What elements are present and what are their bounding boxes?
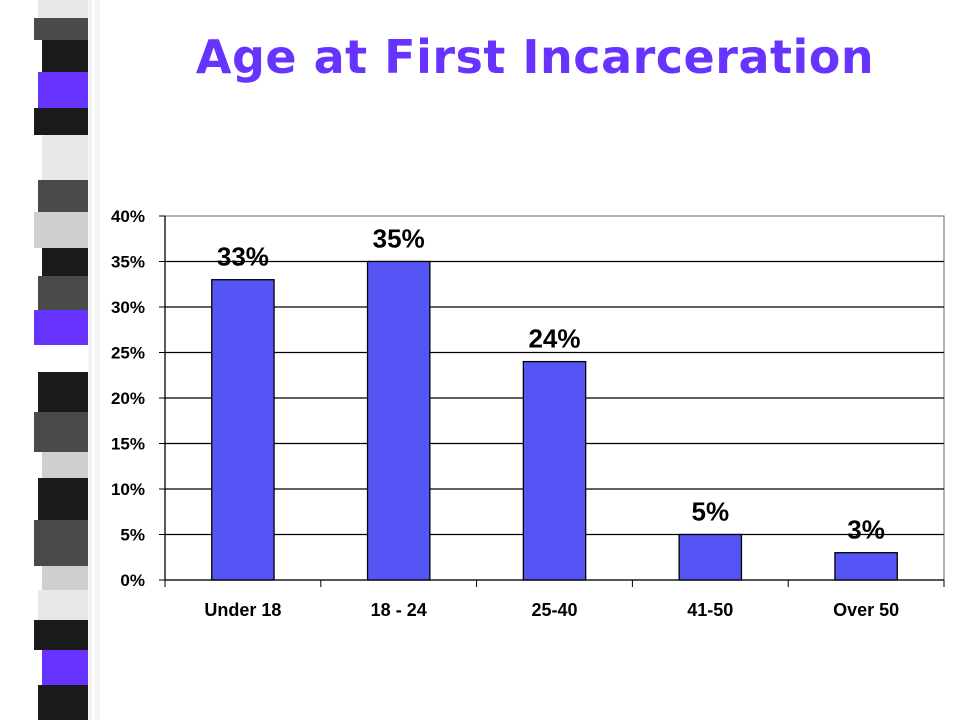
bar: [366, 260, 431, 581]
strip-band: [34, 108, 90, 135]
y-tick-label: 25%: [111, 344, 145, 363]
bar: [678, 533, 743, 581]
slide-title: Age at First Incarceration: [195, 30, 875, 84]
x-tick-label: Under 18: [204, 600, 281, 620]
strip-band: [34, 620, 90, 650]
strip-band: [42, 40, 90, 72]
strip-band: [38, 180, 90, 212]
y-tick-label: 20%: [111, 389, 145, 408]
y-tick-label: 15%: [111, 435, 145, 454]
strip-band: [38, 685, 90, 720]
strip-band: [34, 18, 90, 40]
x-tick-label: 41-50: [687, 600, 733, 620]
strip-band: [34, 310, 90, 345]
strip-band: [38, 478, 90, 520]
strip-band: [38, 72, 90, 108]
y-tick-label: 5%: [120, 526, 145, 545]
data-label: 24%: [528, 324, 580, 354]
data-label: 3%: [847, 515, 885, 545]
x-tick-label: 18 - 24: [371, 600, 427, 620]
strip-band: [38, 0, 90, 18]
bar: [834, 552, 898, 581]
strip-band: [38, 276, 90, 310]
y-tick-label: 0%: [120, 571, 145, 590]
strip-band: [34, 520, 90, 566]
strip-band: [38, 590, 90, 620]
data-label: 5%: [692, 497, 730, 527]
strip-band: [42, 566, 90, 590]
strip-band: [34, 412, 90, 452]
strip-highlight: [92, 0, 95, 720]
strip-band: [42, 248, 90, 276]
strip-band: [42, 452, 90, 478]
decorative-side-strip: [34, 0, 100, 720]
strip-band: [42, 135, 90, 180]
strip-band: [38, 372, 90, 412]
data-label: 33%: [217, 242, 269, 272]
strip-band: [34, 212, 90, 248]
bar: [211, 279, 275, 581]
x-tick-label: 25-40: [531, 600, 577, 620]
strip-band: [42, 650, 90, 685]
y-tick-label: 35%: [111, 253, 145, 272]
y-tick-label: 10%: [111, 480, 145, 499]
y-tick-label: 40%: [111, 207, 145, 226]
y-tick-label: 30%: [111, 298, 145, 317]
x-tick-label: Over 50: [833, 600, 899, 620]
bar: [522, 360, 587, 581]
data-label: 35%: [373, 224, 425, 254]
strip-band: [42, 345, 90, 372]
